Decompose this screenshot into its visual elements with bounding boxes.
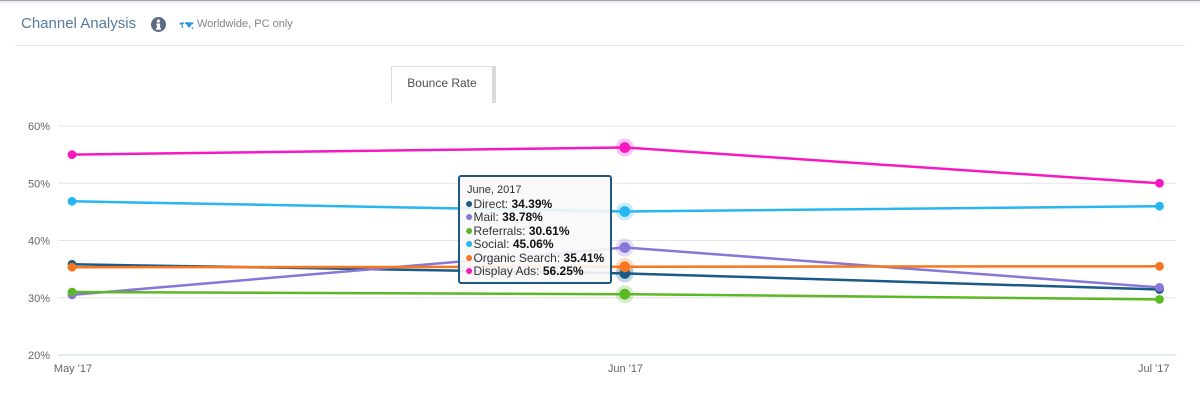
- svg-text:Jun '17: Jun '17: [608, 363, 643, 375]
- svg-text:40%: 40%: [28, 236, 50, 248]
- svg-text:May '17: May '17: [54, 363, 92, 375]
- svg-text:Jul '17: Jul '17: [1138, 363, 1169, 375]
- svg-text:60%: 60%: [28, 121, 50, 133]
- svg-text:50%: 50%: [28, 178, 50, 190]
- svg-text:30%: 30%: [28, 293, 50, 305]
- svg-text:20%: 20%: [28, 350, 50, 362]
